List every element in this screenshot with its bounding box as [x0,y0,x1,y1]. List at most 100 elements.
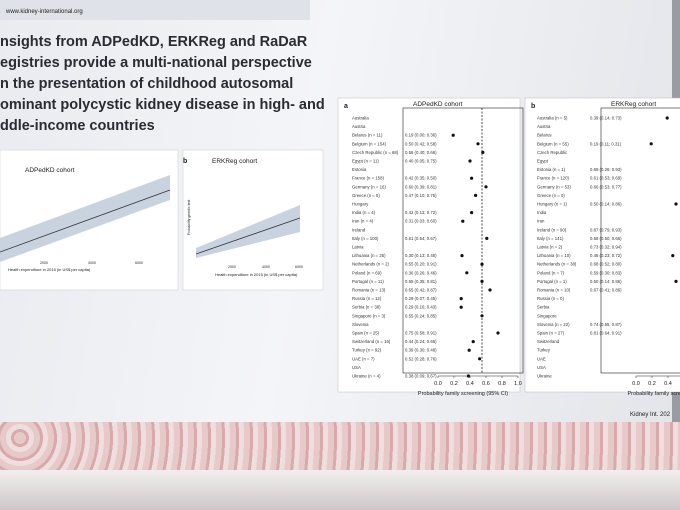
estimate-point [470,176,474,180]
row-label: Hungary (n = 1) [537,202,568,207]
row-label: Egypt [537,159,549,164]
estimate-point [488,288,492,292]
row-ci: 0.38 (0.09; 0.67) [405,374,437,379]
x-tick-label: 0.4 [664,381,672,387]
x-tick-label: 6000 [135,261,143,265]
row-label: USA [537,365,546,370]
row-label: Italy (n = 141) [537,236,564,241]
row-ci: 0.19 (0.11; 0.31) [590,141,622,146]
row-label: Germany (n = 53) [537,184,571,189]
estimate-point [470,211,474,215]
estimate-point [478,357,482,361]
row-label: France (n = 158) [352,176,384,181]
trend-line [195,217,301,255]
row-label: Ireland [352,227,366,232]
row-label: Ukraine (n = 4) [352,374,381,379]
row-ci: 0.47 (0.10; 0.75) [405,193,437,198]
confidence-band [0,175,170,262]
row-label: Belgium (n = 154) [352,141,387,146]
row-label: Estonia [352,167,367,172]
estimate-point [471,340,475,344]
panel-letter: b [531,103,535,110]
row-label: Hungary [352,202,369,207]
x-tick-label: 0.0 [632,381,640,387]
row-label: Poland (n = 7) [537,270,565,275]
row-label: Iran [537,219,545,224]
panel-title: ADPedKD cohort [25,167,75,174]
row-ci: 0.52 (0.28; 0.76) [405,356,437,361]
title-line: nsights from ADPedKD, ERKReg and RaDaR [0,34,308,50]
row-label: Latvia (n = 2) [537,245,563,250]
estimate-point [484,185,488,189]
row-label: UAE [537,356,546,361]
row-label: Greece (n = 5) [352,193,380,198]
forest-panel [524,97,680,393]
x-tick-label: 2000 [228,265,236,269]
row-label: France (n = 120) [537,176,569,181]
row-ci: 0.55 (0.35; 0.81) [405,279,437,284]
forest-panel [337,97,521,393]
row-ci: 0.68 (0.52; 0.80) [590,262,622,267]
row-label: Australia [352,116,369,121]
estimate-point [476,142,480,146]
row-label: Greece (n = 0) [537,193,565,198]
title-line: ddle-income countries [0,118,155,134]
estimate-point [674,279,678,283]
estimate-point [480,279,484,283]
estimate-point [467,348,471,352]
row-label: Turkey [537,348,551,353]
row-ci: 0.50 (0.14; 0.86) [590,279,622,284]
estimate-point [480,262,484,266]
row-ci: 0.39 (0.30; 0.48) [405,348,437,353]
estimate-point [671,254,675,258]
row-ci: 0.19 (0.00; 0.36) [405,133,437,138]
row-ci: 0.50 (0.14; 0.86) [590,202,622,207]
row-ci: 0.31 (0.03; 0.60) [405,219,437,224]
row-ci: 0.56 (0.40; 0.66) [405,150,437,155]
estimate-point [496,331,500,335]
row-ci: 0.67 (0.41; 0.86) [590,288,622,293]
row-label: Turkey (n = 92) [352,348,382,353]
estimate-point [674,202,678,206]
estimate-point [649,142,653,146]
estimate-point [480,314,484,318]
estimate-point [451,133,455,137]
estimate-point [460,254,464,258]
estimate-point [459,297,463,301]
title-line: egistries provide a multi-national persp… [0,55,312,71]
row-label: Spain (n = 25) [352,331,380,336]
citation: Kidney Int. 202 [630,412,671,418]
estimate-point [485,236,489,240]
row-ci: 0.42 (0.35; 0.50) [405,176,437,181]
estimate-point [465,271,469,275]
x-axis-label: Probability family screening [628,391,680,397]
x-axis-label: Health expenditure in 2015 (in US$ per c… [8,267,91,272]
row-label: Lithuania (n = 10) [537,253,571,258]
row-label: Ukraine [537,374,552,379]
row-ci: 0.59 (0.30; 0.83) [590,270,622,275]
row-label: Switzerland [537,339,560,344]
row-label: Latvia [352,245,364,250]
floor [0,470,680,510]
row-label: Portugal (n = 11) [352,279,384,284]
row-label: Egypt (n = 11) [352,159,379,164]
estimate-point [468,159,472,163]
row-label: UAE (n = 7) [352,356,375,361]
row-ci: 0.74 (0.55; 0.87) [590,322,622,327]
row-ci: 0.50 (0.42; 0.58) [405,141,437,146]
row-ci: 0.29 (0.07; 0.45) [405,296,437,301]
plot-frame [600,107,680,374]
row-label: Serbia (n = 38) [352,305,381,310]
row-ci: 0.61 (0.54; 0.67) [405,236,437,241]
estimate-point [481,150,485,154]
row-label: Netherlands (n = 38) [537,262,577,267]
row-label: Singapore (n = 3) [352,313,386,318]
title-line: n the presentation of childhood autosoma… [0,76,293,92]
row-ci: 0.46 (0.23; 0.72) [590,253,622,258]
row-label: Spain (n = 27) [537,331,565,336]
row-ci: 0.39 (0.14; 0.73) [590,116,622,121]
x-tick-label: 4000 [88,261,96,265]
x-tick-label: 0.2 [648,381,656,387]
